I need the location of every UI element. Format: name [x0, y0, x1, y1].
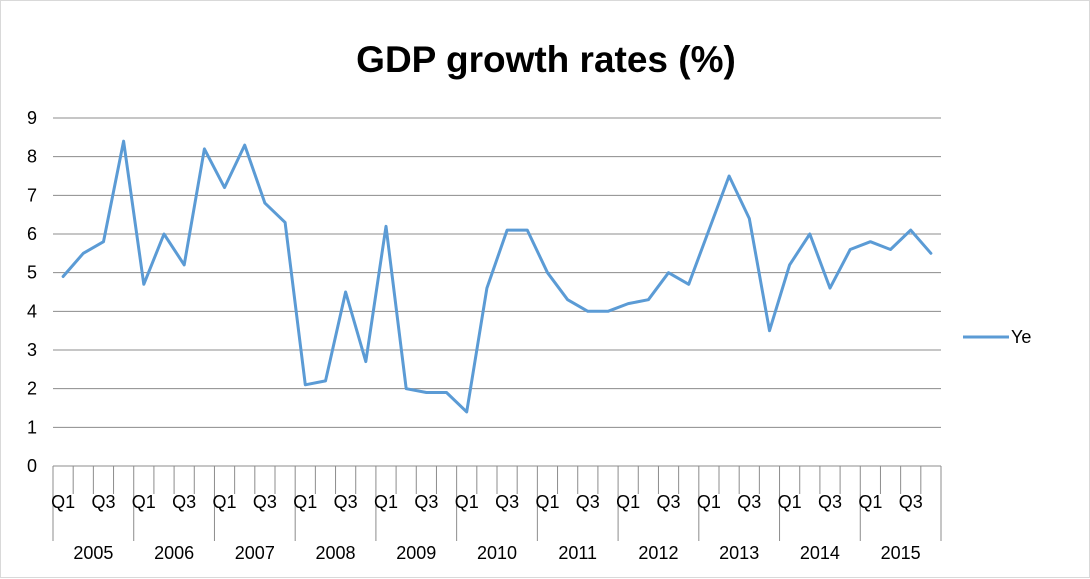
x-tick-label: Q1 [616, 492, 640, 512]
series-line [61, 139, 933, 414]
x-tick-label: Q3 [91, 492, 115, 512]
x-tick-label: Q1 [697, 492, 721, 512]
y-tick-label: 6 [27, 224, 37, 244]
legend: Ye [963, 327, 1031, 347]
y-tick-label: 8 [27, 147, 37, 167]
x-year-label: 2015 [881, 543, 921, 563]
x-year-label: 2011 [558, 543, 597, 563]
x-year-label: 2009 [396, 543, 436, 563]
x-tick-label: Q3 [576, 492, 600, 512]
y-tick-label: 5 [27, 263, 37, 283]
x-year-label: 2012 [638, 543, 678, 563]
x-tick-label: Q3 [172, 492, 196, 512]
x-year-label: 2014 [800, 543, 840, 563]
x-axis: Q1 Q3 Q1 Q3 Q1 Q3 Q1 Q3 Q1 Q3 Q1 Q3 Q1 Q3 Q1 Q3 Q1 Q3 Q1 Q3… [51, 465, 942, 563]
x-tick-label: Q3 [253, 492, 277, 512]
x-tick-label: Q1 [51, 492, 75, 512]
x-year-label: 2006 [154, 543, 194, 563]
y-tick-label: 9 [27, 108, 37, 128]
x-year-label: 2005 [73, 543, 113, 563]
x-year-label: 2007 [235, 543, 275, 563]
y-tick-label: 4 [27, 301, 37, 321]
x-year-label: 2008 [316, 543, 356, 563]
y-tick-label: 1 [27, 417, 37, 437]
x-tick-label: Q1 [132, 492, 156, 512]
x-tick-label: Q3 [334, 492, 358, 512]
y-axis: 0 1 2 3 4 5 6 7 8 9 [27, 108, 37, 476]
x-tick-label: Q3 [818, 492, 842, 512]
legend-label: Ye [1011, 327, 1031, 347]
x-tick-label: Q1 [293, 492, 317, 512]
chart-title: GDP growth rates (%) [356, 39, 736, 80]
x-year-label: 2010 [477, 543, 517, 563]
x-tick-label: Q3 [899, 492, 923, 512]
y-tick-label: 7 [27, 185, 37, 205]
y-tick-label: 0 [27, 456, 37, 476]
x-tick-label: Q1 [778, 492, 802, 512]
y-tick-label: 3 [27, 340, 37, 360]
y-tick-label: 2 [27, 379, 37, 399]
x-tick-label: Q1 [374, 492, 398, 512]
series-lines [61, 139, 933, 414]
x-year-label: 2013 [719, 543, 759, 563]
x-tick-label: Q1 [858, 492, 882, 512]
x-tick-label: Q3 [495, 492, 519, 512]
x-tick-label: Q1 [535, 492, 559, 512]
x-tick-label: Q3 [414, 492, 438, 512]
x-tick-label: Q3 [737, 492, 761, 512]
gridlines [53, 117, 941, 428]
x-tick-label: Q1 [213, 492, 237, 512]
x-tick-label: Q3 [657, 492, 681, 512]
x-tick-label: Q1 [455, 492, 479, 512]
